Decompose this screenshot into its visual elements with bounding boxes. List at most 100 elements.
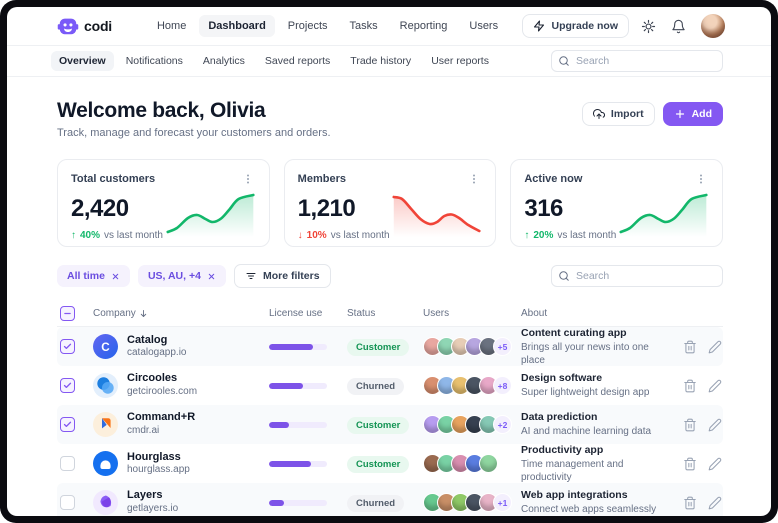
nav-item-projects[interactable]: Projects [279, 15, 337, 37]
filter-chip-us-au-4[interactable]: US, AU, +4 [137, 265, 226, 287]
nav-item-home[interactable]: Home [148, 15, 195, 37]
nav-item-dashboard[interactable]: Dashboard [199, 15, 275, 37]
row-checkbox[interactable] [60, 495, 75, 510]
delete-button[interactable] [683, 495, 698, 510]
sparkline-chart [165, 187, 257, 237]
chip-remove-icon[interactable] [207, 272, 216, 281]
status-badge: Customer [347, 417, 410, 434]
trend-suffix: vs last month [104, 230, 163, 241]
stat-title: Active now [524, 173, 583, 185]
svg-text:C: C [101, 341, 110, 354]
search-input[interactable] [551, 265, 723, 287]
tab-notifications[interactable]: Notifications [118, 51, 191, 71]
settings-button[interactable] [641, 17, 659, 35]
upgrade-button[interactable]: Upgrade now [522, 14, 629, 38]
kebab-menu-icon[interactable] [466, 171, 482, 187]
catalog-logo-icon: C [93, 334, 118, 360]
add-label: Add [691, 108, 712, 120]
company-domain: getlayers.io [127, 503, 179, 515]
edit-button[interactable] [708, 378, 723, 393]
tab-saved-reports[interactable]: Saved reports [257, 51, 338, 71]
page-title: Welcome back, Olivia [57, 99, 266, 122]
pencil-icon [708, 340, 723, 354]
primary-nav: Home Dashboard Projects Tasks Reporting Users [148, 15, 507, 37]
select-all-checkbox[interactable] [60, 306, 75, 321]
secondary-navbar: Overview Notifications Analytics Saved repo… [7, 46, 771, 77]
delete-button[interactable] [683, 378, 698, 393]
delete-button[interactable] [683, 456, 698, 471]
tab-user-reports[interactable]: User reports [423, 51, 497, 71]
about-subtitle: Time management and productivity [521, 458, 624, 483]
about-title: Web app integrations [521, 489, 628, 502]
row-checkbox[interactable] [60, 378, 75, 393]
user-avatars: +1 [423, 493, 521, 512]
sparkline-chart [618, 187, 710, 237]
row-checkbox[interactable] [60, 417, 75, 432]
filter-lines-icon [245, 270, 257, 282]
license-progressbar [269, 421, 327, 428]
company-domain: hourglass.app [127, 464, 190, 476]
stat-title: Members [297, 173, 346, 185]
company-domain: catalogapp.io [127, 347, 187, 359]
tab-trade-history[interactable]: Trade history [342, 51, 419, 71]
about-subtitle: AI and machine learning data [521, 425, 652, 437]
user-avatars: +5 [423, 337, 521, 357]
add-button[interactable]: Add [662, 102, 723, 126]
user-avatar[interactable] [701, 14, 725, 38]
delete-button[interactable] [683, 339, 698, 354]
brand-name: codi [84, 18, 112, 34]
column-company[interactable]: Company [93, 308, 269, 319]
nav-item-users[interactable]: Users [460, 15, 507, 37]
table-header: Company License use Status Users About [57, 301, 723, 327]
trash-icon [683, 418, 698, 432]
avatar-extra-count: +2 [493, 415, 512, 434]
upload-cloud-icon [592, 108, 605, 120]
more-filters-button[interactable]: More filters [233, 264, 331, 288]
table-row-circooles: Circooles getcirooles.com Churned +8 Des… [57, 366, 723, 405]
filter-chip-all-time[interactable]: All time [57, 265, 130, 287]
search-input[interactable] [551, 50, 723, 72]
pencil-icon [708, 379, 723, 393]
edit-button[interactable] [708, 417, 723, 432]
notifications-button[interactable] [671, 17, 689, 35]
section-tabs: Overview Notifications Analytics Saved repo… [51, 51, 497, 71]
trash-icon [683, 457, 698, 471]
row-checkbox[interactable] [60, 456, 75, 472]
import-button[interactable]: Import [581, 102, 655, 126]
codi-logo-icon [57, 15, 79, 37]
kebab-menu-icon[interactable] [240, 171, 256, 187]
top-navbar: codi Home Dashboard Projects Tasks Reporting… [7, 7, 771, 46]
user-avatars [423, 454, 521, 474]
pencil-icon [708, 418, 723, 432]
about-title: Design software [521, 372, 603, 385]
user-avatars: +2 [423, 415, 521, 434]
chip-remove-icon[interactable] [111, 272, 120, 281]
brand-logo[interactable]: codi [57, 15, 112, 37]
edit-button[interactable] [708, 456, 723, 471]
delete-button[interactable] [683, 417, 698, 432]
nav-item-reporting[interactable]: Reporting [391, 15, 457, 37]
company-name: Hourglass [127, 450, 181, 463]
avatar-extra-count: +5 [493, 337, 512, 357]
stat-value: 316 [524, 195, 563, 222]
avatar-extra-count: +1 [493, 493, 512, 512]
table-row-command-r: Command+R cmdr.ai Customer +2 Data predi… [57, 405, 723, 444]
table-row-hourglass: Hourglass hourglass.app Customer Product… [57, 444, 723, 483]
trash-icon [683, 496, 698, 510]
edit-button[interactable] [708, 339, 723, 354]
about-title: Data prediction [521, 411, 598, 424]
tab-overview[interactable]: Overview [51, 51, 114, 71]
tab-analytics[interactable]: Analytics [195, 51, 253, 71]
trend-percent: 20% [533, 230, 554, 241]
filter-chips: All time US, AU, +4 More filters [57, 264, 331, 288]
license-progressbar [269, 460, 327, 467]
row-checkbox[interactable] [60, 339, 75, 355]
tabs-search [551, 50, 723, 72]
about-subtitle: Brings all your news into one place [521, 341, 649, 366]
nav-item-tasks[interactable]: Tasks [341, 15, 387, 37]
column-status: Status [347, 308, 376, 319]
kebab-menu-icon[interactable] [693, 171, 709, 187]
edit-button[interactable] [708, 495, 723, 510]
main-content: Welcome back, Olivia Track, manage and f… [7, 77, 771, 516]
